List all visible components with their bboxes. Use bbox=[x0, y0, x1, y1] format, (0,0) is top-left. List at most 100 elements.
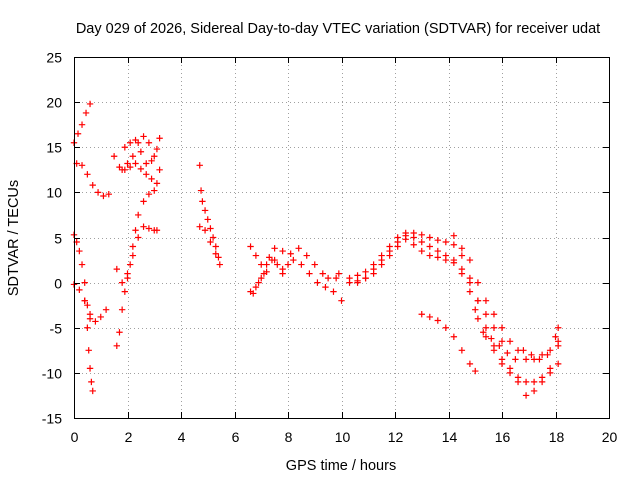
data-point bbox=[504, 350, 510, 356]
data-point bbox=[199, 198, 205, 204]
data-point bbox=[114, 266, 120, 272]
data-point bbox=[98, 314, 104, 320]
data-point bbox=[140, 198, 146, 204]
data-point bbox=[279, 248, 285, 254]
data-point bbox=[435, 317, 441, 323]
data-point bbox=[75, 131, 81, 137]
data-point bbox=[491, 347, 497, 353]
data-point bbox=[119, 279, 125, 285]
data-point bbox=[304, 252, 310, 258]
y-tick-label: -10 bbox=[42, 366, 62, 382]
data-point bbox=[459, 252, 465, 258]
data-point bbox=[146, 191, 152, 197]
sdtvar-chart: 0 2 4 6 8 10 12 14 16 18 20-15-10-50510152025 Day … bbox=[0, 0, 640, 480]
data-point bbox=[76, 287, 82, 293]
data-point bbox=[154, 146, 160, 152]
data-point bbox=[114, 343, 120, 349]
data-point bbox=[130, 252, 136, 258]
data-point bbox=[555, 343, 561, 349]
data-point bbox=[491, 311, 497, 317]
data-point bbox=[138, 166, 144, 172]
series-sat-d bbox=[82, 297, 96, 394]
series-sat-s bbox=[354, 230, 561, 363]
data-point bbox=[135, 234, 141, 240]
data-point bbox=[90, 182, 96, 188]
series-sat-g bbox=[114, 223, 161, 285]
data-point bbox=[507, 370, 513, 376]
y-tick-label: 10 bbox=[46, 185, 62, 201]
data-point bbox=[443, 325, 449, 331]
y-axis-label: SDTVAR / TECUs bbox=[6, 180, 22, 296]
data-point bbox=[475, 316, 481, 322]
data-point bbox=[523, 379, 529, 385]
data-point bbox=[459, 266, 465, 272]
data-point bbox=[83, 110, 89, 116]
data-point bbox=[555, 325, 561, 331]
y-tick-label: 20 bbox=[46, 95, 62, 111]
data-point bbox=[217, 261, 223, 267]
data-point bbox=[555, 361, 561, 367]
data-point bbox=[346, 279, 352, 285]
data-point bbox=[419, 232, 425, 238]
data-point bbox=[135, 212, 141, 218]
x-tick-label: 0 bbox=[71, 429, 79, 445]
data-point bbox=[411, 230, 417, 236]
data-point bbox=[427, 243, 433, 249]
x-tick-label: 10 bbox=[335, 429, 351, 445]
series-sat-b bbox=[73, 160, 112, 199]
data-point bbox=[443, 257, 449, 263]
data-point bbox=[459, 245, 465, 251]
data-point bbox=[247, 243, 253, 249]
grid-lines bbox=[74, 57, 609, 418]
data-point bbox=[435, 237, 441, 243]
data-point bbox=[523, 392, 529, 398]
data-point bbox=[419, 248, 425, 254]
x-axis-label: GPS time / hours bbox=[286, 458, 396, 474]
data-point bbox=[95, 189, 101, 195]
data-point bbox=[451, 232, 457, 238]
data-point bbox=[443, 239, 449, 245]
data-point bbox=[205, 216, 211, 222]
data-point bbox=[472, 368, 478, 374]
data-point bbox=[507, 338, 513, 344]
data-point bbox=[411, 242, 417, 248]
data-point bbox=[143, 171, 149, 177]
series-sat-t bbox=[419, 311, 479, 374]
y-tick-label: -15 bbox=[42, 411, 62, 427]
chart-title: Day 029 of 2026, Sidereal Day-to-day VTE… bbox=[76, 21, 600, 37]
data-point bbox=[435, 248, 441, 254]
data-point bbox=[451, 242, 457, 248]
data-point bbox=[378, 257, 384, 263]
data-point bbox=[427, 234, 433, 240]
data-point bbox=[296, 245, 302, 251]
data-point bbox=[87, 311, 93, 317]
data-point bbox=[156, 167, 162, 173]
data-point bbox=[116, 329, 122, 335]
data-point bbox=[394, 239, 400, 245]
data-point bbox=[130, 153, 136, 159]
data-point bbox=[523, 356, 529, 362]
data-point bbox=[515, 379, 521, 385]
data-point bbox=[122, 144, 128, 150]
data-point bbox=[459, 347, 465, 353]
data-point bbox=[138, 149, 144, 155]
data-point bbox=[79, 121, 85, 127]
data-point bbox=[330, 288, 336, 294]
data-point bbox=[512, 356, 518, 362]
data-point bbox=[111, 153, 117, 159]
data-point bbox=[547, 365, 553, 371]
data-point bbox=[499, 325, 505, 331]
data-point bbox=[253, 252, 259, 258]
data-point bbox=[285, 261, 291, 267]
series-sat-l bbox=[197, 223, 223, 267]
data-point bbox=[467, 288, 473, 294]
series-sat-k bbox=[197, 162, 222, 260]
data-point bbox=[197, 162, 203, 168]
data-point bbox=[151, 187, 157, 193]
data-point bbox=[435, 254, 441, 260]
data-point bbox=[362, 269, 368, 275]
data-point bbox=[88, 379, 94, 385]
y-tick-label: 5 bbox=[54, 231, 62, 247]
x-tick-label: 14 bbox=[442, 429, 458, 445]
data-point bbox=[531, 379, 537, 385]
